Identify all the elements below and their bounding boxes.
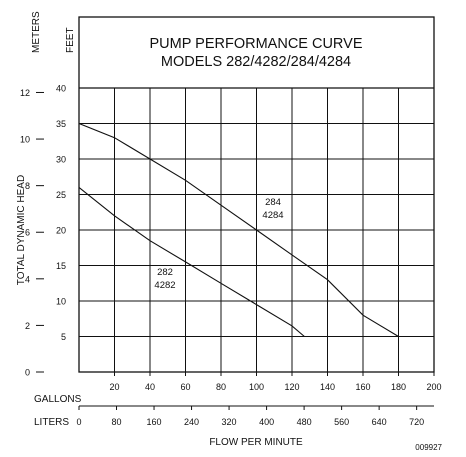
x-tick-label-gallons: 180 bbox=[391, 382, 406, 392]
y-tick-label-meters: 2 bbox=[25, 321, 30, 331]
x-tick-label-gallons: 200 bbox=[426, 382, 441, 392]
y-tick-label-feet: 15 bbox=[56, 261, 66, 271]
y-tick-label-meters: 4 bbox=[25, 274, 30, 284]
x-tick-label-gallons: 160 bbox=[355, 382, 370, 392]
series-label: 284 bbox=[265, 197, 281, 208]
chart-title: PUMP PERFORMANCE CURVE bbox=[150, 36, 363, 52]
x-tick-label-gallons: 20 bbox=[109, 382, 119, 392]
x-tick-label-gallons: 80 bbox=[216, 382, 226, 392]
x-tick-label-liters: 480 bbox=[297, 417, 312, 427]
x-tick-label-gallons: 100 bbox=[249, 382, 264, 392]
gallons-unit-label: GALLONS bbox=[34, 394, 82, 405]
series-line bbox=[78, 186, 305, 337]
series-layer: 284 4284 282 4282 bbox=[78, 122, 399, 337]
x-tick-label-liters: 160 bbox=[147, 417, 162, 427]
x-tick-label-liters: 720 bbox=[409, 417, 424, 427]
y-tick-label-meters: 6 bbox=[25, 228, 30, 238]
x-tick-label-liters: 560 bbox=[334, 417, 349, 427]
y-tick-label-feet: 25 bbox=[56, 190, 66, 200]
y-tick-label-meters: 8 bbox=[25, 181, 30, 191]
y-tick-label-feet: 35 bbox=[56, 119, 66, 129]
x-axis-title: FLOW PER MINUTE bbox=[209, 437, 303, 448]
x-tick-label-gallons: 40 bbox=[145, 382, 155, 392]
x-tick-label-liters: 240 bbox=[184, 417, 199, 427]
feet-unit-label: FEET bbox=[65, 27, 76, 53]
x-tick-label-gallons: 120 bbox=[284, 382, 299, 392]
y-tick-label-feet: 20 bbox=[56, 226, 66, 236]
x-tick-label-liters: 80 bbox=[112, 417, 122, 427]
meters-unit-label: METERS bbox=[31, 11, 42, 53]
y-tick-label-feet: 5 bbox=[61, 332, 66, 342]
x-tick-label-liters: 0 bbox=[76, 417, 81, 427]
x-tick-label-liters: 400 bbox=[259, 417, 274, 427]
series-label: 282 bbox=[157, 267, 173, 278]
x-tick-label-liters: 640 bbox=[372, 417, 387, 427]
y-tick-label-feet: 40 bbox=[56, 84, 66, 94]
series-label: 4282 bbox=[154, 280, 175, 291]
x-tick-label-gallons: 60 bbox=[180, 382, 190, 392]
y-tick-label-feet: 10 bbox=[56, 297, 66, 307]
chart-subtitle: MODELS 282/4282/284/4284 bbox=[161, 54, 351, 70]
figure-id: 009927 bbox=[415, 443, 442, 452]
series-line bbox=[78, 122, 399, 337]
liters-unit-label: LITERS bbox=[34, 417, 69, 428]
y-tick-label-meters: 0 bbox=[25, 368, 30, 378]
x-tick-label-liters: 320 bbox=[222, 417, 237, 427]
y-tick-label-meters: 12 bbox=[20, 88, 30, 98]
y-axis-title: TOTAL DYNAMIC HEAD bbox=[16, 175, 27, 285]
y-tick-label-meters: 10 bbox=[20, 135, 30, 145]
y-tick-label-feet: 30 bbox=[56, 155, 66, 165]
x-tick-label-gallons: 140 bbox=[320, 382, 335, 392]
series-label: 4284 bbox=[262, 210, 283, 221]
